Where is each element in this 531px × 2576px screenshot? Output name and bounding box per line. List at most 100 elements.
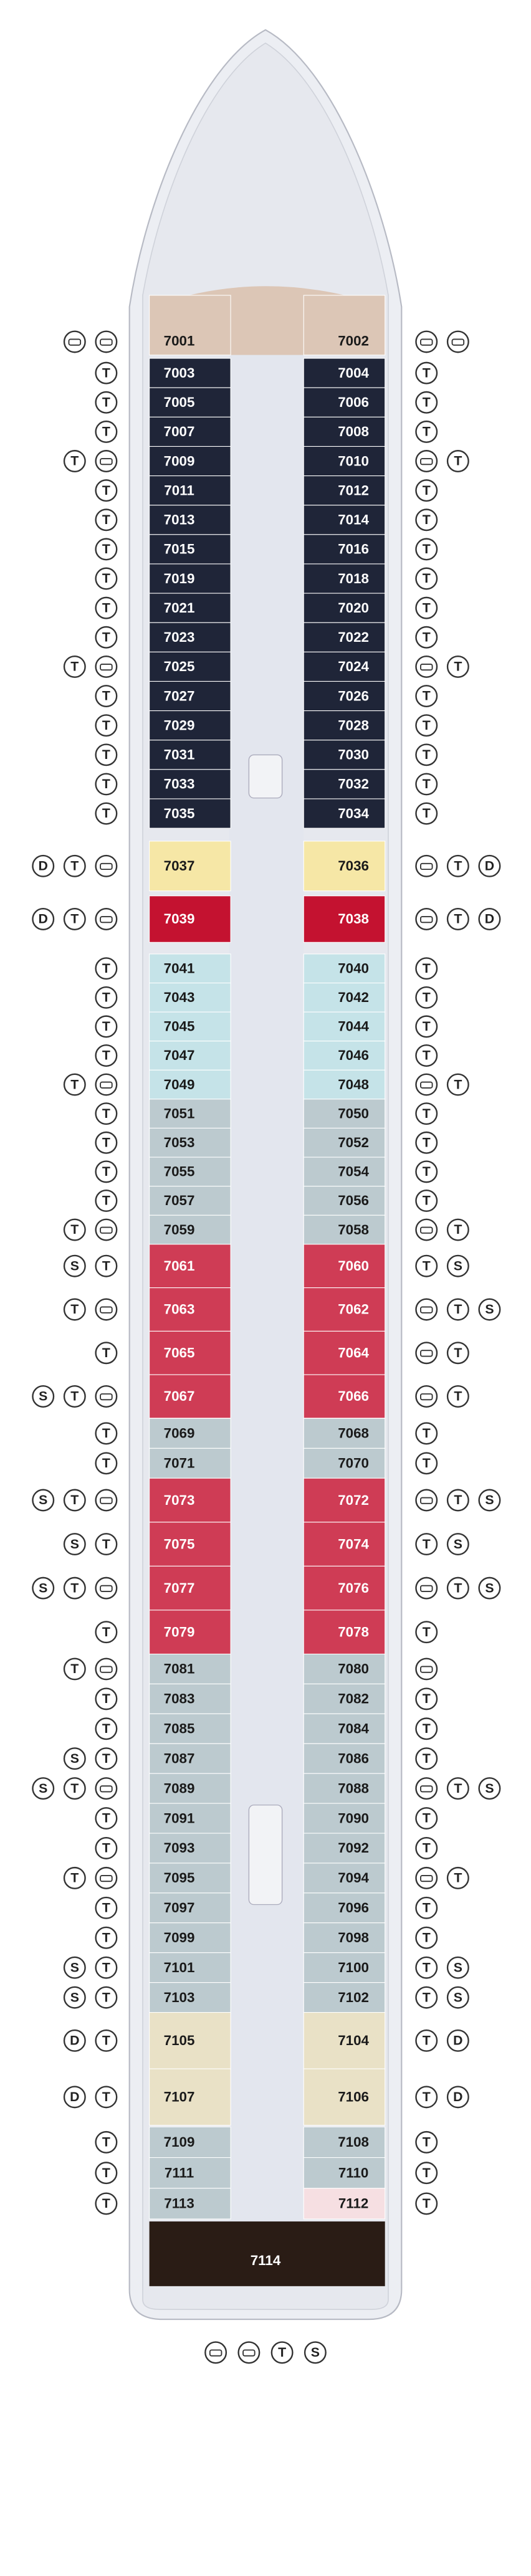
amenity-icon — [478, 908, 501, 930]
cabin-label: 7067 — [164, 1388, 195, 1404]
amenity-label: T — [423, 2089, 431, 2104]
amenity-label: T — [102, 629, 110, 644]
amenity-icon — [63, 1866, 86, 1889]
cabin-label: 7065 — [164, 1345, 195, 1360]
amenity-label: T — [278, 2345, 286, 2360]
amenity-label: S — [485, 1580, 494, 1595]
amenity-label: T — [423, 629, 431, 644]
cabin — [303, 1565, 386, 1611]
amenity-icon — [446, 1866, 469, 1889]
amenity-icon — [95, 1986, 118, 2009]
amenity-icon — [446, 1298, 469, 1321]
amenity-icon — [95, 1131, 118, 1154]
cabin-label: 7085 — [164, 1721, 195, 1737]
amenity-icon — [95, 714, 118, 737]
amenity-glyph — [420, 1350, 433, 1357]
cabin — [149, 798, 231, 829]
amenity-label: S — [39, 1492, 47, 1507]
amenity-glyph — [420, 458, 433, 465]
amenity-glyph — [242, 2349, 256, 2357]
cabin — [303, 798, 386, 829]
amenity-label: T — [454, 1389, 462, 1404]
stairs — [248, 754, 283, 799]
cabin-label: 7090 — [338, 1810, 369, 1826]
amenity-label: T — [102, 1193, 110, 1208]
amenity-label: S — [311, 2345, 320, 2360]
cabin — [149, 1922, 231, 1953]
amenity-label: T — [423, 1841, 431, 1856]
amenity-label: T — [102, 1537, 110, 1552]
amenity-icon — [95, 685, 118, 708]
amenity-icon — [270, 2341, 294, 2364]
amenity-icon — [95, 1687, 118, 1710]
amenity-label: T — [102, 1019, 110, 1034]
cabin-label: 7023 — [164, 629, 195, 645]
amenity-label: T — [70, 1661, 79, 1676]
amenity-icon — [95, 1621, 118, 1644]
amenity-icon — [63, 1218, 86, 1241]
cabin — [149, 1803, 231, 1834]
amenity-icon — [63, 1254, 86, 1277]
cabin-label: 7061 — [164, 1258, 195, 1274]
cabin-label: 7109 — [164, 2134, 195, 2150]
amenity-icon — [95, 1422, 118, 1445]
amenity-glyph — [100, 458, 113, 465]
cabin-label: 7016 — [338, 541, 369, 557]
cabin — [303, 1863, 386, 1894]
amenity-glyph — [100, 1585, 113, 1592]
amenity-icon — [95, 655, 118, 678]
cabin — [149, 1713, 231, 1744]
amenity-label: T — [423, 424, 431, 439]
amenity-label: T — [102, 990, 110, 1004]
amenity-glyph — [420, 1585, 433, 1592]
cabin — [303, 1892, 386, 1924]
amenity-label: T — [423, 1811, 431, 1826]
cabin-label: 7013 — [164, 512, 195, 528]
amenity-icon — [415, 957, 438, 980]
cabin-label: 7009 — [164, 453, 195, 469]
amenity-icon — [415, 1102, 438, 1125]
cabin-label: 7099 — [164, 1930, 195, 1945]
amenity-label: S — [454, 1537, 462, 1552]
cabin-label: 7101 — [164, 1960, 195, 1975]
amenity-icon — [95, 2029, 118, 2052]
amenity-icon — [446, 2086, 469, 2109]
cabin — [303, 2012, 386, 2069]
amenity-icon — [95, 508, 118, 532]
cabin — [149, 1330, 231, 1375]
cabin — [149, 505, 231, 535]
cabin-label: 7008 — [338, 424, 369, 439]
cabin-label: 7020 — [338, 600, 369, 616]
amenity-icon — [95, 1073, 118, 1096]
cabin — [149, 1099, 231, 1129]
cabin — [303, 1069, 386, 1100]
cabin-label: 7076 — [338, 1580, 369, 1596]
amenity-label: T — [423, 1990, 431, 2005]
amenity-glyph — [451, 338, 465, 346]
cabin-label: 7039 — [164, 911, 195, 927]
amenity-icon — [95, 773, 118, 796]
cabin-label: 7095 — [164, 1870, 195, 1886]
amenity-icon — [446, 655, 469, 678]
amenity-icon — [95, 2192, 118, 2215]
amenity-icon — [446, 450, 469, 473]
amenity-icon — [95, 361, 118, 384]
amenity-icon — [63, 2086, 86, 2109]
cabin-label: 7044 — [338, 1019, 369, 1034]
cabin — [149, 2068, 231, 2126]
amenity-icon — [446, 1342, 469, 1365]
cabin — [303, 982, 386, 1013]
cabin — [303, 953, 386, 984]
cabin-label: 7055 — [164, 1164, 195, 1180]
cabin-label: 7069 — [164, 1426, 195, 1441]
amenity-label: S — [454, 1258, 462, 1273]
cabin — [303, 1330, 386, 1375]
amenity-icon — [63, 1956, 86, 1979]
cabin — [303, 1127, 386, 1158]
amenity-glyph — [100, 1497, 113, 1504]
cabin — [149, 1287, 231, 1332]
cabin — [149, 2188, 231, 2220]
amenity-label: T — [102, 1751, 110, 1766]
amenity-icon — [415, 1073, 438, 1096]
amenity-label: D — [39, 858, 48, 873]
